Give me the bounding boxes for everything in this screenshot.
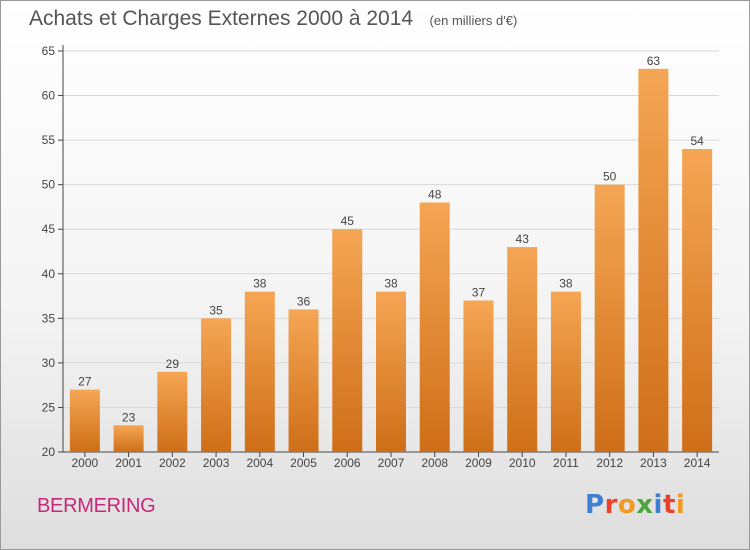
proxiti-logo: Proxiti: [585, 490, 685, 520]
data-label: 54: [690, 134, 704, 148]
x-tick-label: 2007: [378, 456, 405, 470]
data-label: 38: [384, 277, 398, 291]
data-label: 23: [122, 410, 136, 424]
y-tick-label: 30: [42, 356, 56, 370]
y-tick-label: 35: [42, 311, 56, 325]
x-tick-label: 2011: [553, 456, 579, 470]
x-tick-label: 2012: [596, 456, 623, 470]
data-label: 36: [297, 294, 311, 308]
logo-letter: r: [604, 490, 618, 520]
chart-unit: (en milliers d'€): [429, 13, 518, 28]
logo-letter: i: [653, 490, 663, 520]
bar: [507, 247, 538, 452]
data-label: 27: [78, 375, 92, 389]
bar: [463, 300, 494, 452]
x-tick-label: 2004: [246, 456, 273, 470]
bar: [419, 202, 450, 452]
logo-letter: t: [662, 490, 676, 520]
x-tick-label: 2003: [203, 456, 230, 470]
logo-letter: i: [675, 490, 686, 520]
data-label: 38: [253, 277, 267, 291]
y-tick-label: 50: [42, 178, 56, 192]
x-tick-label: 2001: [115, 456, 142, 470]
bar: [157, 371, 188, 452]
x-tick-label: 2008: [421, 456, 448, 470]
data-label: 37: [472, 286, 486, 300]
logo-letter: x: [636, 490, 654, 520]
bar: [288, 309, 319, 452]
logo-letter: o: [617, 490, 637, 520]
data-label: 35: [209, 303, 223, 317]
bar: [201, 318, 232, 452]
y-tick-label: 40: [42, 267, 56, 281]
x-tick-label: 2013: [640, 456, 667, 470]
x-tick-label: 2009: [465, 456, 492, 470]
bar: [682, 149, 713, 452]
y-tick-label: 55: [42, 133, 56, 147]
bar: [376, 291, 406, 452]
y-tick-label: 25: [42, 400, 56, 414]
data-label: 50: [603, 170, 617, 184]
commune-name: BERMERING: [37, 495, 156, 517]
y-tick-label: 60: [42, 89, 56, 103]
x-tick-label: 2006: [334, 456, 361, 470]
logo-letter: P: [585, 490, 605, 520]
y-tick-label: 45: [42, 222, 56, 236]
chart-header: Achats et Charges Externes 2000 à 2014 (…: [29, 7, 517, 31]
x-tick-label: 2005: [290, 456, 317, 470]
bar: [550, 291, 581, 452]
y-tick-label: 20: [42, 445, 56, 459]
x-tick-label: 2010: [509, 456, 536, 470]
data-label: 43: [516, 232, 530, 246]
data-label: 29: [166, 357, 180, 371]
data-label: 38: [559, 277, 573, 291]
x-tick-label: 2014: [684, 456, 711, 470]
bar: [594, 184, 625, 452]
bar: [638, 68, 669, 453]
y-tick-label: 65: [42, 44, 56, 58]
data-label: 48: [428, 187, 442, 201]
bar: [332, 229, 363, 452]
chart-title: Achats et Charges Externes 2000 à 2014: [29, 7, 414, 30]
data-label: 45: [341, 214, 355, 228]
bar: [69, 389, 100, 452]
data-label: 63: [647, 54, 661, 68]
x-tick-label: 2002: [159, 456, 186, 470]
bar: [113, 425, 144, 452]
x-tick-label: 2000: [72, 456, 99, 470]
bar: [244, 291, 275, 452]
